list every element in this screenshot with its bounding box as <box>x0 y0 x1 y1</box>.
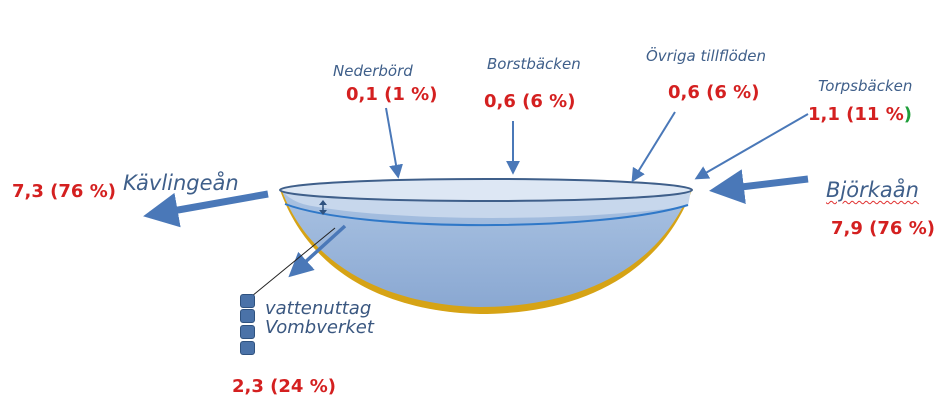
kavlingean-label: Kävlingeån <box>123 171 239 195</box>
level-change-double-arrow <box>319 200 327 215</box>
bjorkaan-label: Björkaån <box>826 178 919 202</box>
flow-arrow <box>143 190 269 228</box>
pump-square <box>240 294 255 308</box>
vombverket-label: Vombverket <box>265 317 374 338</box>
pipe-line <box>251 227 336 297</box>
flow-arrow <box>385 107 403 179</box>
torpsbacken-value: 1,1 (11 %) <box>808 104 912 125</box>
flow-arrow <box>288 224 347 278</box>
borstbacken-value: 0,6 (6 %) <box>484 91 576 112</box>
flow-arrow <box>631 111 676 183</box>
torpsbacken-value-paren: ) <box>903 104 912 125</box>
kavlingean-value: 7,3 (76 %) <box>12 181 116 202</box>
flow-arrow <box>709 169 809 205</box>
torpsbacken-label: Torpsbäcken <box>818 77 913 95</box>
lake-water <box>282 191 690 307</box>
vattenuttag-value: 2,3 (24 %) <box>232 376 336 397</box>
pump-square <box>240 325 255 339</box>
pump-square <box>240 341 255 355</box>
ovriga-value: 0,6 (6 %) <box>668 82 760 103</box>
borstbacken-label: Borstbäcken <box>487 55 581 73</box>
ovriga-label: Övriga tillflöden <box>646 47 767 65</box>
nederbord-label: Nederbörd <box>333 62 413 80</box>
torpsbacken-value-main: 1,1 (11 % <box>808 104 904 125</box>
lake-surface-rim <box>279 178 693 202</box>
bjorkaan-value: 7,9 (76 %) <box>831 218 935 239</box>
nederbord-value: 0,1 (1 %) <box>346 84 438 105</box>
flow-arrow <box>694 113 809 180</box>
vattenuttag-label: vattenuttag <box>265 298 372 319</box>
pump-square <box>240 309 255 323</box>
